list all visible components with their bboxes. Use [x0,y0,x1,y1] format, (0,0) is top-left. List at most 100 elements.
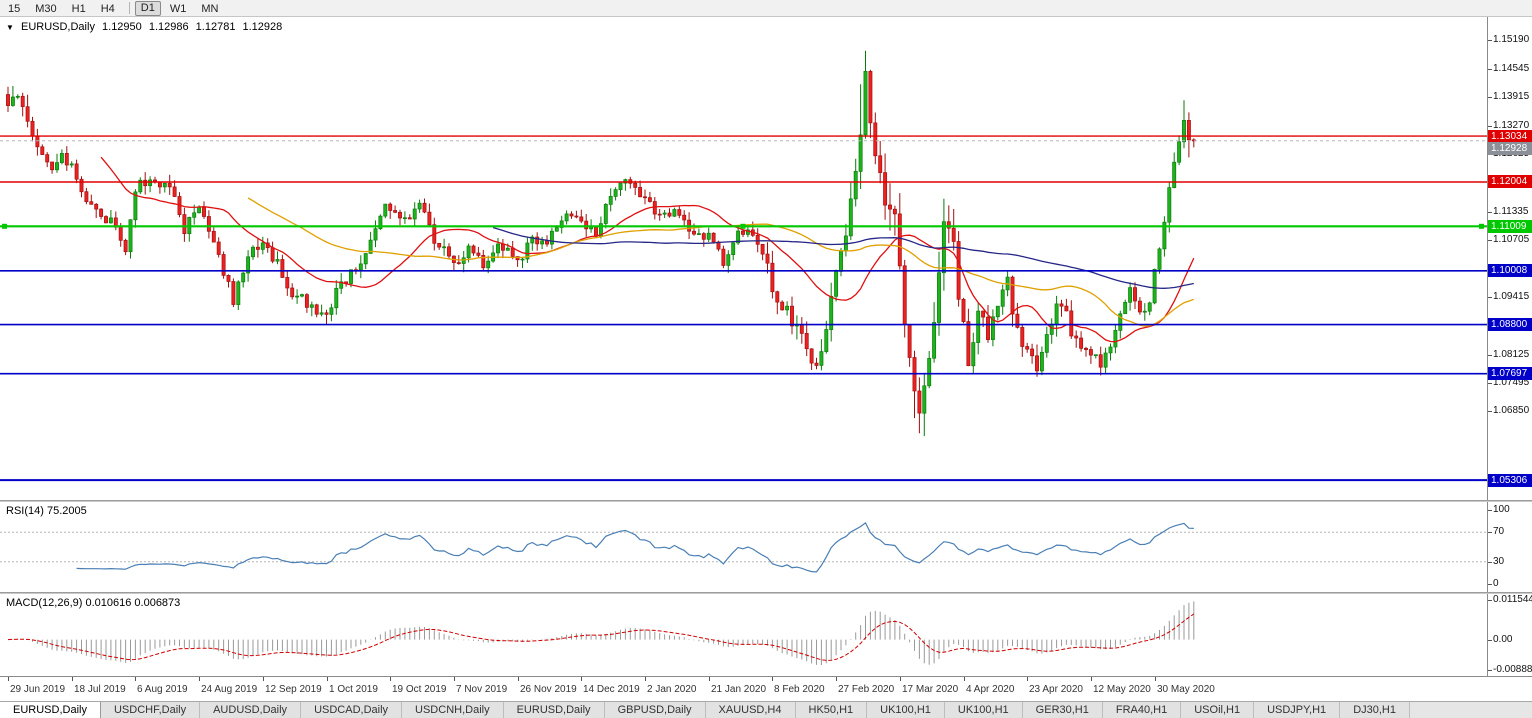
date-tick [454,677,455,681]
timeframe-button-mn[interactable]: MN [201,2,219,15]
price-tick-label: 1.11335 [1493,205,1529,217]
line-handle[interactable] [740,223,746,229]
price-axis[interactable]: 1.151901.145451.139151.132701.126251.113… [1487,17,1532,676]
chart-tab-usdcnh-daily[interactable]: USDCNH,Daily [402,702,504,718]
chart-tab-dj30-h1[interactable]: DJ30,H1 [1340,702,1410,718]
price-tick-mark [1488,239,1492,241]
date-tick [964,677,965,681]
level-price-label[interactable]: 1.11009 [1488,219,1532,233]
timeframe-button-w1[interactable]: W1 [169,2,187,15]
date-tick [327,677,328,681]
date-tick [8,677,9,681]
line-handle[interactable] [2,223,7,229]
date-label: 12 Sep 2019 [265,684,322,695]
rsi-chart[interactable] [0,502,1487,592]
date-tick [199,677,200,681]
date-tick [1091,677,1092,681]
candlestick-chart[interactable] [0,17,1487,500]
date-tick [1155,677,1156,681]
date-label: 29 Jun 2019 [10,684,66,695]
ohlc-open: 1.12950 [102,21,142,33]
chart-tab-audusd-daily[interactable]: AUDUSD,Daily [200,702,302,718]
chart-tab-eurusd-daily[interactable]: EURUSD,Daily [503,702,605,718]
chart-tab-usdcad-daily[interactable]: USDCAD,Daily [301,702,403,718]
timeframe-button-h1[interactable]: H1 [71,2,86,15]
panel-splitter[interactable] [0,592,1532,594]
price-tick-mark [1488,211,1492,213]
rsi-label: RSI(14) 75.2005 [6,505,87,517]
date-tick [72,677,73,681]
chart-tab-uk100-h1[interactable]: UK100,H1 [867,702,945,718]
date-tick [709,677,710,681]
chart-symbol: EURUSD,Daily [20,21,95,33]
ma-100-line [492,226,1194,289]
rsi-tick-label: 100 [1493,504,1510,515]
chart-tab-usdjpy-h1[interactable]: USDJPY,H1 [1254,702,1341,718]
timeframe-button-15[interactable]: 15 [8,2,21,15]
level-price-label[interactable]: 1.07697 [1488,367,1532,381]
date-label: 24 Aug 2019 [201,684,258,695]
price-tick-mark [1488,68,1492,70]
chart-tab-eurusd-daily[interactable]: EURUSD,Daily [0,702,101,718]
macd-indicator-panel[interactable] [0,594,1487,676]
price-tick-mark [1488,354,1492,356]
symbol-dropdown-icon[interactable]: ▼ [6,23,14,32]
rsi-tick-mark [1488,510,1492,511]
macd-tick-mark [1488,670,1492,671]
bullish-candles [10,71,1186,414]
chart-tab-gbpusd-daily[interactable]: GBPUSD,Daily [604,702,706,718]
date-label: 6 Aug 2019 [137,684,188,695]
chart-tab-usoil-h1[interactable]: USOil,H1 [1181,702,1255,718]
date-label: 30 May 2020 [1157,684,1215,695]
level-price-label[interactable]: 1.12004 [1488,175,1532,189]
chart-tab-hk50-h1[interactable]: HK50,H1 [795,702,868,718]
ohlc-low: 1.12781 [195,21,236,33]
date-label: 4 Apr 2020 [966,684,1015,695]
level-price-label[interactable]: 1.08800 [1488,318,1532,332]
date-tick [581,677,582,681]
rsi-tick-mark [1488,561,1492,563]
price-tick-mark [1488,297,1492,299]
ohlc-close: 1.12928 [242,21,283,33]
chart-ohlc-header: ▼ EURUSD,Daily 1.12950 1.12986 1.12781 1… [6,21,286,33]
chart-tab-fra40-h1[interactable]: FRA40,H1 [1102,702,1182,718]
line-handle[interactable] [1479,223,1484,229]
price-chart-panel[interactable] [0,17,1487,500]
ma-20-line [100,156,1195,343]
toolbar-separator [128,2,130,14]
timeframe-button-m30[interactable]: M30 [35,2,57,15]
rsi-line [76,521,1194,573]
date-label: 7 Nov 2019 [456,684,508,695]
rsi-tick-label: 70 [1493,526,1505,538]
level-price-label[interactable]: 1.13034 [1488,129,1532,143]
timeframe-button-h4[interactable]: H4 [100,2,115,15]
macd-label: MACD(12,26,9) 0.010616 0.006873 [6,597,181,609]
rsi-tick-mark [1488,584,1492,585]
level-price-label[interactable]: 1.10008 [1488,264,1532,278]
price-tick-label: 1.06850 [1493,405,1530,417]
rsi-indicator-panel[interactable] [0,502,1487,592]
time-axis[interactable]: 29 Jun 2019 18 Jul 2019 6 Aug 2019 24 Aug 2… [0,676,1532,701]
chart-tab-ger30-h1[interactable]: GER30,H1 [1022,702,1103,718]
rsi-tick-label: 0 [1493,578,1499,589]
rsi-tick-label: 30 [1493,555,1505,567]
date-label: 14 Dec 2019 [583,684,640,695]
chart-tab-usdchf-daily[interactable]: USDCHF,Daily [100,702,201,718]
timeframe-button-d1[interactable]: D1 [134,0,161,16]
date-label: 19 Oct 2019 [392,684,447,695]
ohlc-high: 1.12986 [148,21,189,33]
timeframe-toolbar: 15 M30 H1 H4 D1 W1 MN [0,0,1532,17]
macd-chart[interactable] [0,594,1487,676]
date-label: 27 Feb 2020 [838,684,895,695]
date-label: 21 Jan 2020 [711,684,767,695]
price-tick-mark [1488,96,1492,98]
macd-histogram [12,601,1195,665]
panel-splitter[interactable] [0,500,1532,502]
chart-tab-xauusd-h4[interactable]: XAUUSD,H4 [705,702,796,718]
price-tick-label: 1.13270 [1493,119,1530,131]
chart-tab-uk100-h1[interactable]: UK100,H1 [944,702,1023,718]
date-tick [645,677,646,681]
macd-tick-label: 0.00 [1493,633,1513,645]
level-price-label[interactable]: 1.05306 [1488,473,1532,487]
bearish-wicks [7,69,1195,434]
